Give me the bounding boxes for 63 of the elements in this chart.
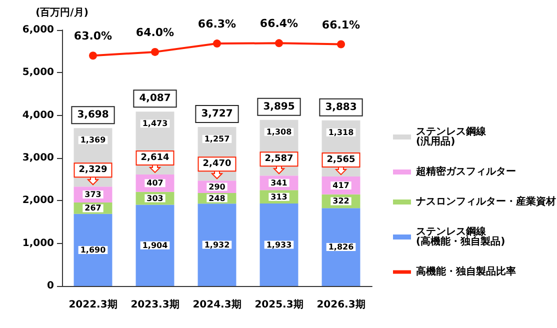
total-label: 4,087 (139, 93, 171, 104)
y-tick-label: 4,000 (22, 110, 54, 121)
annotation: 2,329 (78, 165, 108, 176)
data-label: 313 (270, 192, 288, 202)
y-axis-title: (百万円/月) (36, 8, 88, 18)
data-label: 1,473 (142, 119, 168, 128)
data-label: 1,318 (328, 128, 354, 137)
x-tick-label: 2025.3期 (254, 298, 304, 310)
data-label: 1,826 (328, 242, 354, 252)
data-label: 1,308 (266, 127, 292, 136)
y-tick-label: 2,000 (22, 195, 54, 206)
data-label: 322 (332, 196, 350, 206)
legend-label: 超精密ガスフィルター (415, 166, 516, 178)
bar (260, 204, 298, 286)
data-label: 66.4% (260, 17, 298, 30)
point (213, 40, 221, 48)
data-label: 267 (84, 204, 102, 213)
data-label: 303 (146, 194, 164, 203)
annotation: 2,565 (326, 155, 356, 166)
data-label: 407 (146, 178, 164, 188)
data-label: 63.0% (74, 30, 112, 43)
bar (136, 204, 174, 286)
y-tick-label: 5,000 (22, 67, 54, 78)
y-tick-label: 1,000 (22, 238, 54, 249)
point (337, 40, 345, 48)
y-tick-label: 3,000 (22, 152, 54, 164)
data-label: 248 (208, 194, 226, 203)
point (151, 48, 159, 56)
data-label: 1,369 (80, 136, 106, 145)
data-label: 373 (84, 190, 102, 200)
data-label: 66.3% (198, 18, 236, 31)
x-tick-label: 2023.3期 (130, 298, 180, 310)
data-label: 1,904 (142, 240, 168, 250)
total-label: 3,895 (263, 101, 295, 112)
data-label: 417 (332, 180, 350, 190)
annotation: 2,614 (140, 152, 170, 163)
data-label: 66.1% (322, 18, 360, 32)
point (275, 39, 283, 48)
annotation: 2,587 (264, 154, 294, 164)
total-label: 3,698 (77, 110, 109, 121)
total-label: 3,727 (201, 108, 233, 120)
annotation: 2,470 (202, 159, 232, 170)
bar (322, 208, 360, 286)
bar (198, 204, 236, 286)
x-tick-label: 2024.3期 (192, 298, 242, 310)
data-label: 1,690 (80, 245, 106, 254)
y-tick-label: 6,000 (22, 24, 54, 36)
legend-label: ステンレス鋼線(汎用品) (416, 126, 487, 148)
x-tick-label: 2026.3期 (316, 298, 366, 310)
bar (74, 214, 112, 286)
data-label: 1,933 (266, 240, 292, 250)
point (89, 52, 97, 60)
legend-label: 高機能・独自製品比率 (416, 266, 516, 278)
legend-label: ナスロンフィルター・産業資材 (416, 196, 556, 208)
legend-label: ステンレス鋼線(高機能・独自製品) (416, 226, 506, 248)
data-label: 64.0% (136, 26, 174, 39)
x-tick-label: 2022.3期 (68, 298, 118, 310)
y-tick-label: 0 (47, 280, 54, 292)
data-label: 341 (270, 178, 288, 188)
data-label: 290 (208, 182, 226, 192)
data-label: 1,932 (204, 240, 230, 250)
total-label: 3,883 (325, 102, 357, 113)
data-label: 1,257 (204, 134, 230, 144)
